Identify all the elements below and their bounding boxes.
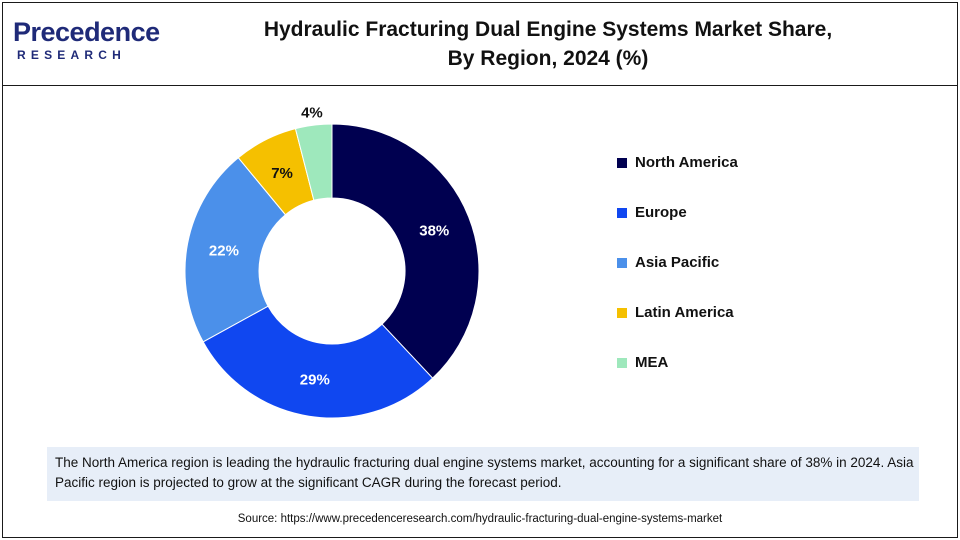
donut-chart: 38% 29% 22% 7% 4% — [184, 104, 480, 419]
legend-label-latin-america: Latin America — [635, 304, 734, 321]
header: Precedence RESEARCH Hydraulic Fracturing… — [3, 3, 957, 86]
data-label-north-america: 38% — [419, 223, 449, 240]
slice-mea — [294, 123, 333, 201]
legend-swatch-mea — [617, 358, 627, 368]
logo-subtitle: RESEARCH — [17, 48, 126, 62]
legend-label-north-america: North America — [635, 154, 738, 171]
slice-north-america — [331, 123, 480, 379]
summary-note: The North America region is leading the … — [47, 447, 919, 501]
chart-title: Hydraulic Fracturing Dual Engine Systems… — [198, 15, 898, 73]
data-label-latin-america: 7% — [271, 165, 293, 182]
precedence-research-logo: Precedence RESEARCH — [13, 17, 163, 69]
slice-europe — [202, 305, 434, 419]
chart-title-line-1: Hydraulic Fracturing Dual Engine Systems… — [263, 18, 833, 41]
legend-swatch-north-america — [617, 158, 627, 168]
source-citation: Source: https://www.precedenceresearch.c… — [237, 513, 723, 525]
legend-item-mea: MEA — [617, 353, 817, 373]
legend-label-asia-pacific: Asia Pacific — [635, 254, 720, 271]
legend-swatch-latin-america — [617, 308, 627, 318]
data-label-europe: 29% — [300, 372, 330, 389]
legend-label-mea: MEA — [635, 354, 669, 371]
legend-item-latin-america: Latin America — [617, 303, 817, 323]
logo-wordmark: Precedence — [13, 17, 160, 47]
legend-swatch-asia-pacific — [617, 258, 627, 268]
legend-item-europe: Europe — [617, 203, 817, 223]
legend-item-north-america: North America — [617, 153, 817, 173]
legend-swatch-europe — [617, 208, 627, 218]
chart-title-line-2: By Region, 2024 (%) — [447, 47, 649, 70]
legend-label-europe: Europe — [635, 204, 687, 221]
slice-asia-pacific — [184, 157, 287, 343]
summary-note-text: The North America region is leading the … — [55, 455, 914, 490]
legend-item-asia-pacific: Asia Pacific — [617, 253, 817, 273]
data-label-mea: 4% — [301, 104, 323, 121]
data-label-asia-pacific: 22% — [209, 242, 239, 259]
